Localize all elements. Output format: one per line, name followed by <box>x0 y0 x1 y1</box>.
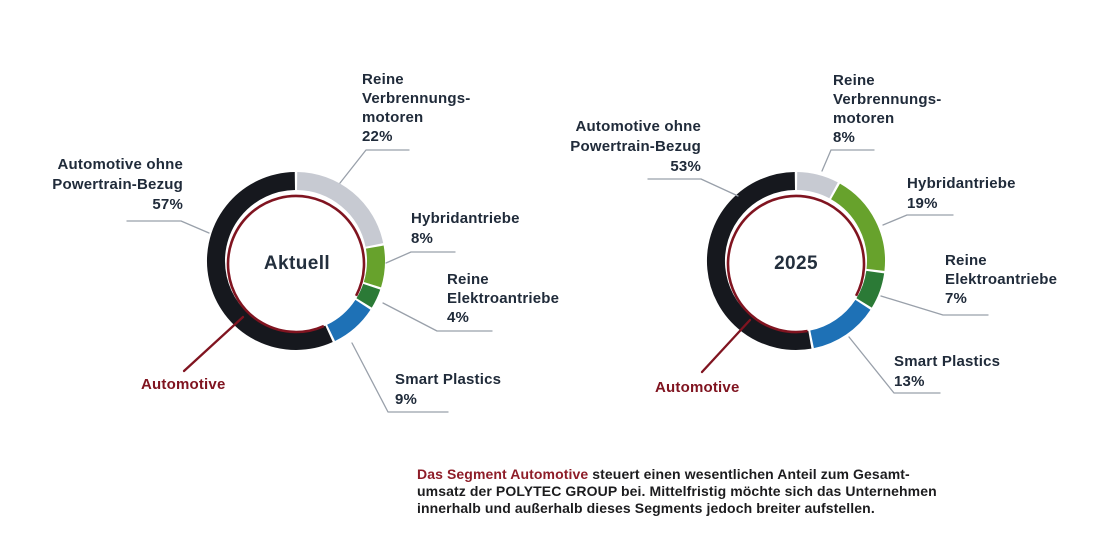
caption-line: innerhalb und außerhalb dieses Segments … <box>417 500 875 516</box>
callout-line: Powertrain-Bezug <box>52 176 183 193</box>
caption: Das Segment Automotive steuert einen wes… <box>417 466 937 517</box>
callout-leader-line <box>882 214 954 226</box>
donut-segment-Aktuell-Reine Verbrennungsmotoren <box>296 172 384 248</box>
callout-percent: 9% <box>395 391 418 408</box>
donut-segment-2025-Reine Verbrennungsmotoren <box>796 172 838 199</box>
callout-percent: 13% <box>894 373 925 390</box>
callout-leader-line <box>339 149 410 184</box>
callout-leader-line <box>821 149 875 172</box>
callout-leader-line <box>382 302 493 332</box>
caption-line: Das Segment Automotive steuert einen wes… <box>417 466 937 483</box>
automotive-leader-line <box>700 318 752 374</box>
callout-percent: 4% <box>447 309 470 326</box>
caption-text: steuert einen wesentlichen Anteil zum Ge… <box>588 466 910 482</box>
callout-line: Reine <box>945 252 987 269</box>
caption-highlight: Das Segment Automotive <box>417 466 589 482</box>
callout-aktuell-elektroantriebe: Reine Elektroantriebe 4% <box>447 270 559 327</box>
callout-line: Reine <box>833 72 875 89</box>
callout-percent: 22% <box>362 128 393 145</box>
donut-segment-2025-Reine Elektroantriebe <box>856 270 885 308</box>
automotive-overlay-label-2025: Automotive <box>655 379 740 396</box>
callout-line: Smart Plastics <box>395 371 502 388</box>
callout-line: Reine <box>447 271 489 288</box>
callout-percent: 8% <box>833 129 856 146</box>
callout-aktuell-hybridantriebe: Hybridantriebe 8% <box>411 209 520 249</box>
automotive-inner-ring-2025 <box>726 194 866 334</box>
callout-aktuell-automotive-ohne: Automotive ohne Powertrain-Bezug 57% <box>28 155 183 215</box>
callout-leader-line <box>848 336 941 394</box>
callout-line: Smart Plastics <box>894 353 1001 370</box>
callout-2025-smart-plastics: Smart Plastics 13% <box>894 352 1000 392</box>
callout-line: Verbrennungs- <box>833 91 942 108</box>
automotive-overlay-label-aktuell: Automotive <box>141 376 226 393</box>
callout-line: Automotive ohne <box>57 156 183 173</box>
callout-line: motoren <box>833 110 895 127</box>
callout-2025-hybridantriebe: Hybridantriebe 19% <box>907 174 1016 214</box>
donut-segment-Aktuell-Hybridantriebe <box>363 245 385 288</box>
callout-percent: 7% <box>945 290 968 307</box>
callout-leader-line <box>385 251 456 264</box>
callout-2025-elektroantriebe: Reine Elektroantriebe 7% <box>945 251 1057 308</box>
donut-segment-Aktuell-Reine Elektroantriebe <box>356 283 381 308</box>
callout-line: Hybridantriebe <box>907 175 1016 192</box>
callout-line: Hybridantriebe <box>411 210 520 227</box>
donut-segment-Aktuell-Smart Plastics <box>326 299 371 341</box>
callout-leader-line <box>647 178 739 197</box>
callout-2025-verbrennungsmotoren: Reine Verbrennungs- motoren 8% <box>833 71 941 147</box>
callout-percent: 57% <box>152 196 183 213</box>
donut-segment-Aktuell-Automotive ohne Powertrain-Bezug <box>206 172 333 350</box>
callout-percent: 53% <box>670 158 701 175</box>
donut-segment-2025-Hybridantriebe <box>830 183 885 271</box>
callout-line: Reine <box>362 71 404 88</box>
callout-line: Verbrennungs- <box>362 90 471 107</box>
caption-line: umsatz der POLYTEC GROUP bei. Mittelfris… <box>417 483 937 499</box>
callout-leader-line <box>126 220 210 234</box>
callout-2025-automotive-ohne: Automotive ohne Powertrain-Bezug 53% <box>546 117 701 177</box>
callout-line: Elektroantriebe <box>945 271 1058 288</box>
callout-line: Elektroantriebe <box>447 290 560 307</box>
donut-segment-2025-Automotive ohne Powertrain-Bezug <box>706 172 812 350</box>
callout-leader-line <box>351 342 449 413</box>
callout-percent: 8% <box>411 230 434 247</box>
callout-line: Powertrain-Bezug <box>570 138 701 155</box>
donut-center-label-2025: 2025 <box>774 253 818 274</box>
callout-leader-line <box>880 295 989 316</box>
callout-percent: 19% <box>907 195 938 212</box>
callout-aktuell-smart-plastics: Smart Plastics 9% <box>395 370 501 410</box>
automotive-inner-ring-Aktuell <box>226 194 366 334</box>
donut-center-label-aktuell: Aktuell <box>263 253 331 274</box>
donut-segment-2025-Smart Plastics <box>809 299 871 349</box>
callout-line: Automotive ohne <box>575 118 701 135</box>
callout-line: motoren <box>362 109 424 126</box>
automotive-leader-line <box>182 315 245 373</box>
callout-aktuell-verbrennungsmotoren: Reine Verbrennungs- motoren 22% <box>362 70 470 146</box>
